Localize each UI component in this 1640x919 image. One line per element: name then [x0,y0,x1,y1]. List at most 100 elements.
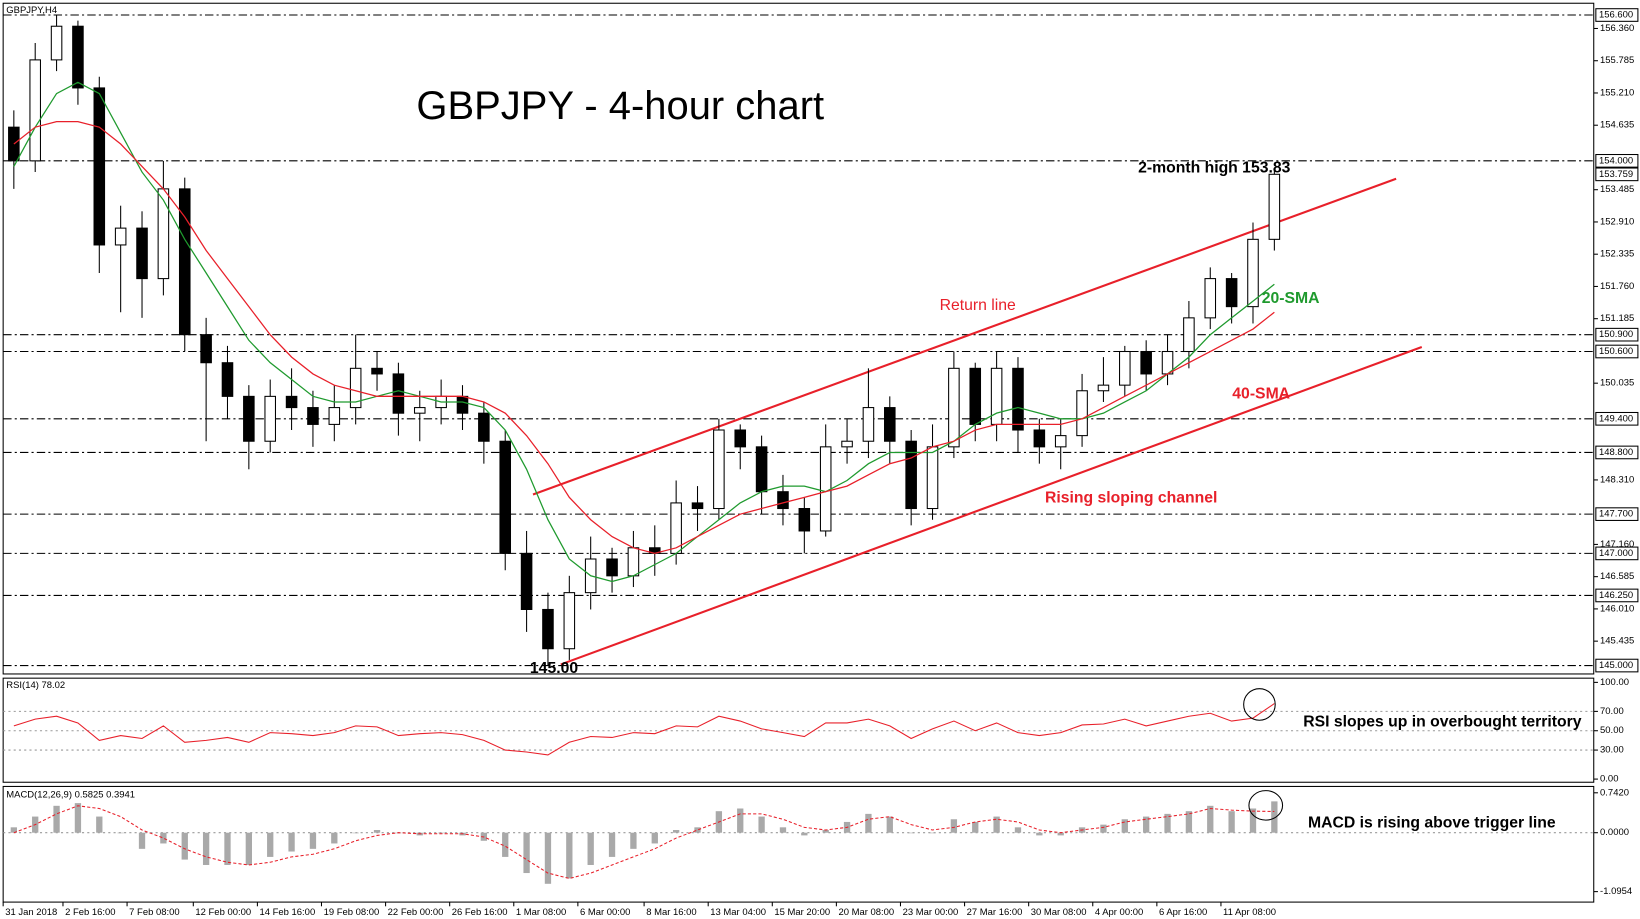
macd-bar [1164,813,1171,833]
candle-body [221,362,234,397]
x-tick-label: 23 Mar 00:00 [903,907,959,918]
candle-body [520,552,533,610]
candle-body [862,407,875,442]
candle-body [563,592,576,650]
y-tick-label: 100.00 [1600,677,1629,688]
candle-body [819,446,832,532]
x-tick-label: 7 Feb 08:00 [129,907,179,918]
candle-body [905,440,917,510]
plot-content: 156.360 155.785 155.210 154.635 153.485 152.9… [2,8,1639,918]
macd-bar [96,816,103,833]
macd-bar [1207,805,1214,833]
candle-body [1033,429,1046,448]
macd-bar [929,832,936,834]
signal-line [13,805,1275,879]
y-tick-label: 148.310 [1600,474,1634,485]
x-tick-label: 11 Apr 08:00 [1223,907,1276,918]
candle-body [456,395,469,414]
candle-body [1054,435,1067,448]
candle-body [1119,350,1131,386]
macd-bar [758,816,765,833]
candle-body [264,395,276,442]
macd-bar [117,832,124,834]
level-label: 149.400 [1599,413,1633,424]
macd-bar [1185,811,1193,833]
macd-bar [224,832,231,865]
macd-bar [694,827,701,833]
x-tick-label: 19 Feb 08:00 [324,907,380,918]
candle-body [1247,238,1259,308]
channel-line [560,346,1423,666]
sma-line [13,81,1275,583]
low-annotation: 145.00 [530,660,578,677]
rsi-label: RSI(14) 78.02 [6,680,65,691]
macd-bar [288,832,295,852]
macd-bar [908,832,915,834]
candle-body [392,373,405,414]
candle-body [349,367,362,409]
y-tick-label: 156.360 [1600,23,1634,34]
macd-panel [2,785,1595,903]
candle-body [990,367,1003,425]
y-tick-label: 145.435 [1600,636,1634,647]
y-tick-label: 154.635 [1600,120,1634,131]
y-tick-label: 147.160 [1600,539,1634,550]
candle-body [243,395,255,442]
level-box [1595,445,1639,460]
macd-bar [160,832,167,844]
candle-body [926,446,939,510]
rsi-note: RSI slopes up in overbought territory [1303,713,1582,730]
level-label: 150.900 [1599,329,1633,340]
macd-bar [245,832,253,865]
level-box [1595,658,1639,673]
y-tick-label: 0.7420 [1600,787,1629,798]
macd-bar [267,832,274,857]
macd-highlight [1248,790,1284,821]
y-tick-label: 0.0000 [1600,827,1629,838]
candle-body [884,407,896,442]
level-label: 154.000 [1599,155,1633,166]
x-tick-label: 15 Mar 20:00 [774,907,830,918]
candle-body [691,502,704,510]
macd-label: MACD(12,26,9) 0.5825 0.3941 [6,789,135,800]
candle-body [1268,173,1281,240]
candle-body [1140,350,1152,375]
candle-body [606,558,618,577]
level-label: 146.250 [1599,590,1633,601]
macd-bar [566,832,573,879]
level-label: 147.700 [1599,509,1633,520]
last-price-label: 153.759 [1599,169,1633,180]
candle-body [627,547,640,577]
macd-bar [1036,832,1043,836]
x-tick-label: 30 Mar 08:00 [1031,907,1087,918]
level-label: 148.800 [1599,447,1633,458]
candle-body [1204,278,1217,319]
y-tick-label: 0.00 [1600,774,1618,785]
macd-bar [886,816,893,833]
y-tick-label: 146.585 [1600,571,1634,582]
y-tick-label: 30.00 [1600,745,1624,756]
macd-bar [331,832,338,844]
candle-body [1225,278,1238,308]
candle-body [307,407,319,425]
level-box [1595,588,1639,603]
macd-bar [651,832,658,844]
macd-bar [1228,811,1235,833]
symbol-label: GBPJPY,H4 [6,5,57,16]
y-tick-label: 50.00 [1600,725,1624,736]
y-tick-label: 146.010 [1600,603,1634,614]
macd-bar [10,827,17,833]
macd-bar [737,808,744,833]
last-price-box [1595,167,1639,182]
x-tick-label: 22 Feb 00:00 [388,907,444,918]
level-label: 150.600 [1599,346,1633,357]
candle-body [841,440,853,448]
candle-body [157,188,170,280]
candle-body [50,25,63,61]
candle-body [29,59,41,162]
candle-body [1183,317,1195,353]
x-tick-label: 20 Mar 08:00 [838,907,894,918]
y-tick-label: 151.185 [1600,313,1634,324]
macd-bar [544,832,552,884]
